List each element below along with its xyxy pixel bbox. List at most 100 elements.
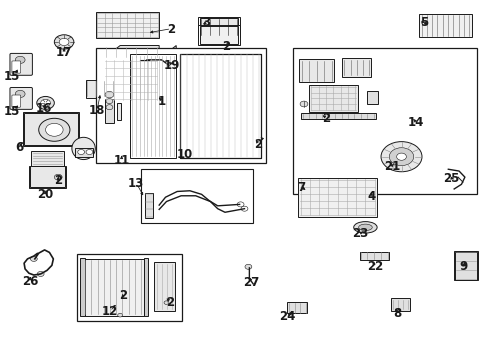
Text: 2: 2 [254,138,262,150]
Circle shape [388,148,413,166]
Bar [141,169,253,223]
Text: 22: 22 [366,260,383,273]
Circle shape [241,206,247,211]
Text: 11: 11 [113,154,129,167]
Bar [117,103,121,120]
Bar [308,85,357,112]
Bar [154,262,174,311]
Circle shape [59,39,69,45]
Text: 10: 10 [177,148,193,161]
Bar [287,302,306,314]
Bar [299,59,333,82]
Text: 2: 2 [166,296,174,309]
Circle shape [118,314,122,317]
Bar [144,193,153,218]
Circle shape [15,56,25,63]
Bar [30,166,64,187]
Bar [293,48,476,194]
Text: 26: 26 [22,275,38,288]
Circle shape [54,174,62,180]
Bar [80,258,84,316]
Bar [104,99,114,123]
Bar [298,178,376,217]
Text: 15: 15 [3,105,20,118]
Circle shape [396,153,406,160]
Text: 15: 15 [3,69,20,82]
Bar [75,148,93,157]
Bar [103,59,159,101]
Bar [453,251,477,280]
Bar [23,112,79,146]
Bar [300,113,375,119]
Bar [418,14,471,37]
Text: 8: 8 [393,307,401,320]
Text: 2: 2 [119,289,127,302]
Bar [86,80,114,98]
Bar [29,166,65,188]
Bar [366,91,377,104]
Text: 9: 9 [459,260,467,273]
Circle shape [86,149,93,154]
Text: 3: 3 [202,16,210,29]
Circle shape [163,301,168,305]
Bar [143,258,148,316]
Text: 14: 14 [407,116,424,129]
Circle shape [41,99,50,107]
Circle shape [106,105,113,110]
Circle shape [106,99,113,104]
Circle shape [39,118,70,141]
Text: 1: 1 [157,95,165,108]
Circle shape [380,141,421,172]
Bar [180,54,260,158]
Circle shape [30,256,37,261]
Bar [359,252,388,260]
Bar [130,54,176,158]
Bar [199,18,238,36]
Polygon shape [103,45,159,59]
Circle shape [54,35,74,49]
Circle shape [105,91,114,98]
Ellipse shape [353,222,376,233]
Text: 4: 4 [366,190,375,203]
Bar [180,54,260,158]
FancyBboxPatch shape [10,87,32,109]
Text: 21: 21 [383,160,399,173]
Circle shape [141,57,148,63]
Bar [82,259,143,316]
Circle shape [237,202,244,207]
Ellipse shape [72,137,95,159]
Text: 23: 23 [352,227,368,240]
Bar [198,17,239,37]
Text: 13: 13 [128,177,144,190]
Text: 2: 2 [222,40,229,53]
Circle shape [244,264,251,269]
Circle shape [45,123,63,136]
FancyBboxPatch shape [10,53,32,75]
Text: 18: 18 [89,104,105,117]
Text: 27: 27 [243,276,259,289]
Bar [390,298,409,311]
Text: 2: 2 [167,23,175,36]
Text: 25: 25 [442,172,459,185]
Text: 17: 17 [56,46,72,59]
Text: 6: 6 [15,141,23,154]
Text: 20: 20 [38,188,54,201]
Text: 7: 7 [297,181,305,194]
Polygon shape [159,45,176,101]
Circle shape [78,149,84,154]
Bar [199,26,238,44]
Circle shape [37,271,44,276]
Circle shape [15,90,25,98]
Text: 5: 5 [419,17,427,30]
FancyBboxPatch shape [12,61,20,73]
Bar [198,25,239,45]
Bar [96,48,266,163]
Text: 2: 2 [54,174,62,186]
Ellipse shape [358,224,371,230]
Circle shape [300,101,307,107]
Text: 2: 2 [322,112,330,125]
Bar [341,58,370,77]
Text: 19: 19 [164,59,180,72]
Bar [24,113,78,145]
Bar [96,12,159,38]
